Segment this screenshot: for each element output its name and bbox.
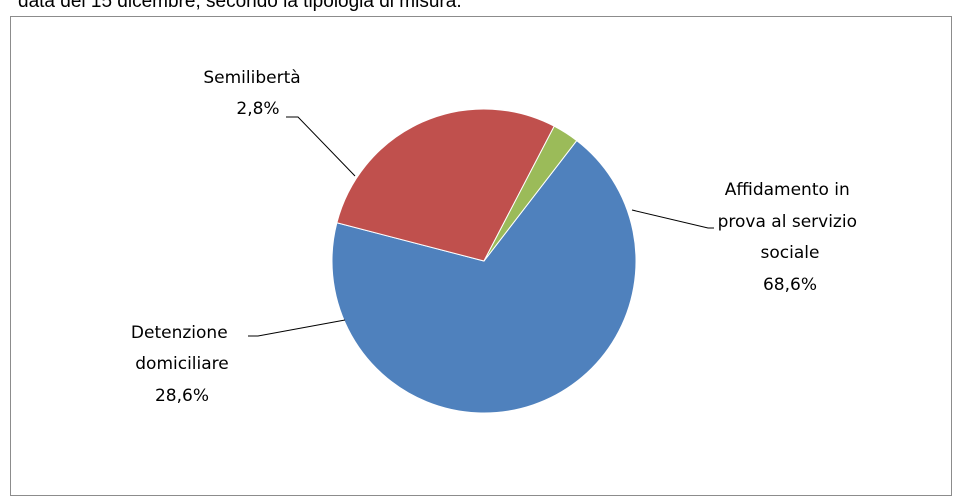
slice-pct-semiliberta: 2,8% — [236, 99, 279, 119]
leader-line-affidamento — [631, 209, 714, 229]
slice-label-semiliberta: Semilibertà — [203, 68, 300, 88]
leader-line-semiliberta — [286, 116, 356, 177]
slice-pct-detenzione: 28,6% — [155, 386, 209, 406]
leader-line-detenzione — [248, 319, 346, 337]
slice-label-affidamento: Affidamento in prova al servizio sociale — [718, 180, 863, 263]
slice-label-detenzione: Detenzione domiciliare — [131, 323, 233, 374]
slice-detenzione — [336, 108, 555, 262]
slice-pct-affidamento: 68,6% — [763, 275, 817, 295]
page-caption-fragment: data del 15 dicembre, secondo la tipolog… — [18, 0, 462, 12]
slice-semiliberta — [483, 125, 578, 262]
slice-affidamento — [331, 139, 637, 414]
